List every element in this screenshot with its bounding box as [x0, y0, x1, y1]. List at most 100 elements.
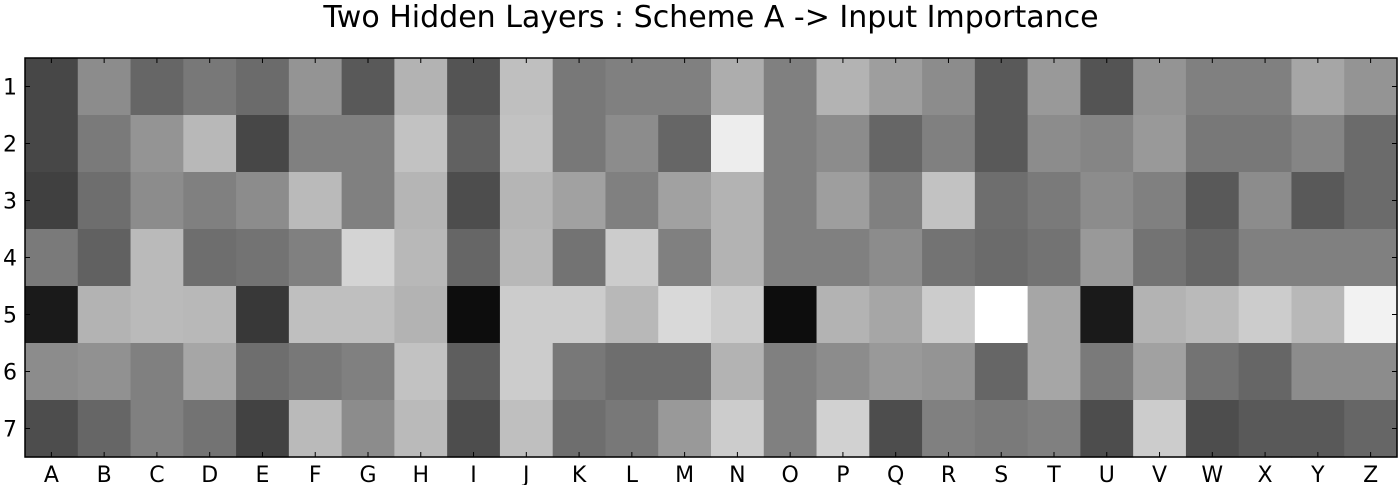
- heatmap-cell-4-U: [1080, 229, 1134, 287]
- heatmap-cell-3-Z: [1344, 172, 1398, 230]
- heatmap-cell-2-Z: [1344, 115, 1398, 173]
- x-tick-label-E: E: [256, 463, 270, 485]
- heatmap-cell-7-R: [922, 400, 976, 458]
- heatmap-cell-2-I: [447, 115, 501, 173]
- heatmap-cell-6-F: [288, 343, 343, 401]
- x-axis-tick-labels: A B C D E F G H I J K L M N O P Q R S T U V W X Y Z: [44, 463, 1378, 485]
- x-tick-label-X: X: [1258, 463, 1273, 485]
- heatmap-cell-3-J: [499, 172, 554, 230]
- heatmap-cell-7-M: [658, 400, 712, 458]
- heatmap-cell-7-P: [816, 400, 870, 458]
- heatmap-cell-5-E: [236, 286, 290, 344]
- heatmap-cell-1-K: [552, 58, 607, 116]
- heatmap-cell-1-C: [130, 58, 184, 116]
- heatmap-cell-7-J: [499, 400, 554, 458]
- heatmap-cell-7-W: [1185, 400, 1240, 458]
- heatmap-cell-7-B: [77, 400, 132, 458]
- heatmap-cell-6-Z: [1344, 343, 1398, 401]
- heatmap-cell-4-Y: [1291, 229, 1345, 287]
- heatmap-cell-6-U: [1080, 343, 1134, 401]
- heatmap-cell-4-H: [394, 229, 448, 287]
- x-tick-label-J: J: [521, 463, 530, 485]
- heatmap-cell-1-P: [816, 58, 870, 116]
- heatmap-cell-3-G: [341, 172, 395, 230]
- heatmap-cell-1-R: [922, 58, 976, 116]
- heatmap-cell-2-H: [394, 115, 448, 173]
- heatmap-cell-7-F: [288, 400, 343, 458]
- heatmap-cell-3-Q: [869, 172, 923, 230]
- x-tick-label-Q: Q: [887, 463, 904, 485]
- heatmap-cell-4-P: [816, 229, 870, 287]
- heatmap-cell-7-L: [605, 400, 659, 458]
- heatmap-cell-4-Q: [869, 229, 923, 287]
- heatmap-cell-1-X: [1238, 58, 1293, 116]
- heatmap-cell-3-I: [447, 172, 501, 230]
- heatmap-cell-7-I: [447, 400, 501, 458]
- heatmap-cell-3-N: [711, 172, 765, 230]
- heatmap-cell-7-Q: [869, 400, 923, 458]
- heatmap-cell-6-K: [552, 343, 607, 401]
- heatmap-cell-7-G: [341, 400, 395, 458]
- heatmap-cell-3-W: [1185, 172, 1240, 230]
- y-tick-label-1: 1: [3, 76, 17, 101]
- x-tick-label-M: M: [675, 463, 694, 485]
- heatmap-cell-2-S: [974, 115, 1029, 173]
- heatmap-cell-3-X: [1238, 172, 1293, 230]
- axis-ticks: [25, 58, 1397, 457]
- x-tick-label-B: B: [97, 463, 112, 485]
- heatmap-cell-5-L: [605, 286, 659, 344]
- y-tick-label-3: 3: [3, 190, 17, 215]
- heatmap-cell-3-B: [77, 172, 132, 230]
- heatmap-cell-2-N: [711, 115, 765, 173]
- heatmap-cell-1-B: [77, 58, 132, 116]
- heatmap-cell-6-D: [183, 343, 237, 401]
- heatmap-cell-5-Q: [869, 286, 923, 344]
- heatmap-cell-2-B: [77, 115, 132, 173]
- x-tick-label-L: L: [626, 463, 639, 485]
- heatmap-cell-3-M: [658, 172, 712, 230]
- heatmap-cell-4-M: [658, 229, 712, 287]
- heatmap-cell-6-O: [763, 343, 818, 401]
- heatmap-cell-7-V: [1133, 400, 1187, 458]
- heatmap-cell-3-D: [183, 172, 237, 230]
- x-tick-label-G: G: [359, 463, 376, 485]
- heatmap-cell-6-Y: [1291, 343, 1345, 401]
- heatmap-cell-2-V: [1133, 115, 1187, 173]
- heatmap-cell-4-F: [288, 229, 343, 287]
- heatmap-cell-7-O: [763, 400, 818, 458]
- heatmap-cell-5-S: [974, 286, 1029, 344]
- heatmap-cell-4-X: [1238, 229, 1293, 287]
- heatmap-cell-6-B: [77, 343, 132, 401]
- heatmap-cell-2-G: [341, 115, 395, 173]
- heatmap-cell-7-A: [25, 400, 79, 458]
- heatmap-cell-6-M: [658, 343, 712, 401]
- y-tick-label-7: 7: [3, 418, 17, 443]
- heatmap-cell-5-Z: [1344, 286, 1398, 344]
- heatmap-cell-6-V: [1133, 343, 1187, 401]
- heatmap-cell-6-W: [1185, 343, 1240, 401]
- x-tick-label-O: O: [781, 463, 798, 485]
- heatmap-cell-5-K: [552, 286, 607, 344]
- heatmap-cell-2-W: [1185, 115, 1240, 173]
- heatmap-cell-6-L: [605, 343, 659, 401]
- heatmap-cell-7-C: [130, 400, 184, 458]
- heatmap-cell-1-A: [25, 58, 79, 116]
- heatmap-cell-1-H: [394, 58, 448, 116]
- heatmap-cell-4-S: [974, 229, 1029, 287]
- heatmap-cell-1-Z: [1344, 58, 1398, 116]
- heatmap-cell-5-W: [1185, 286, 1240, 344]
- heatmap-cell-5-A: [25, 286, 79, 344]
- heatmap-cell-5-Y: [1291, 286, 1345, 344]
- heatmap-cell-5-N: [711, 286, 765, 344]
- heatmap-cell-2-X: [1238, 115, 1293, 173]
- x-tick-label-H: H: [412, 463, 429, 485]
- x-tick-label-D: D: [201, 463, 218, 485]
- heatmap-cell-4-G: [341, 229, 395, 287]
- heatmap-cell-1-F: [288, 58, 343, 116]
- heatmap-cell-2-Q: [869, 115, 923, 173]
- heatmap-cell-5-H: [394, 286, 448, 344]
- heatmap-cell-5-G: [341, 286, 395, 344]
- heatmap-cell-2-E: [236, 115, 290, 173]
- heatmap-cell-4-L: [605, 229, 659, 287]
- heatmap-cell-5-R: [922, 286, 976, 344]
